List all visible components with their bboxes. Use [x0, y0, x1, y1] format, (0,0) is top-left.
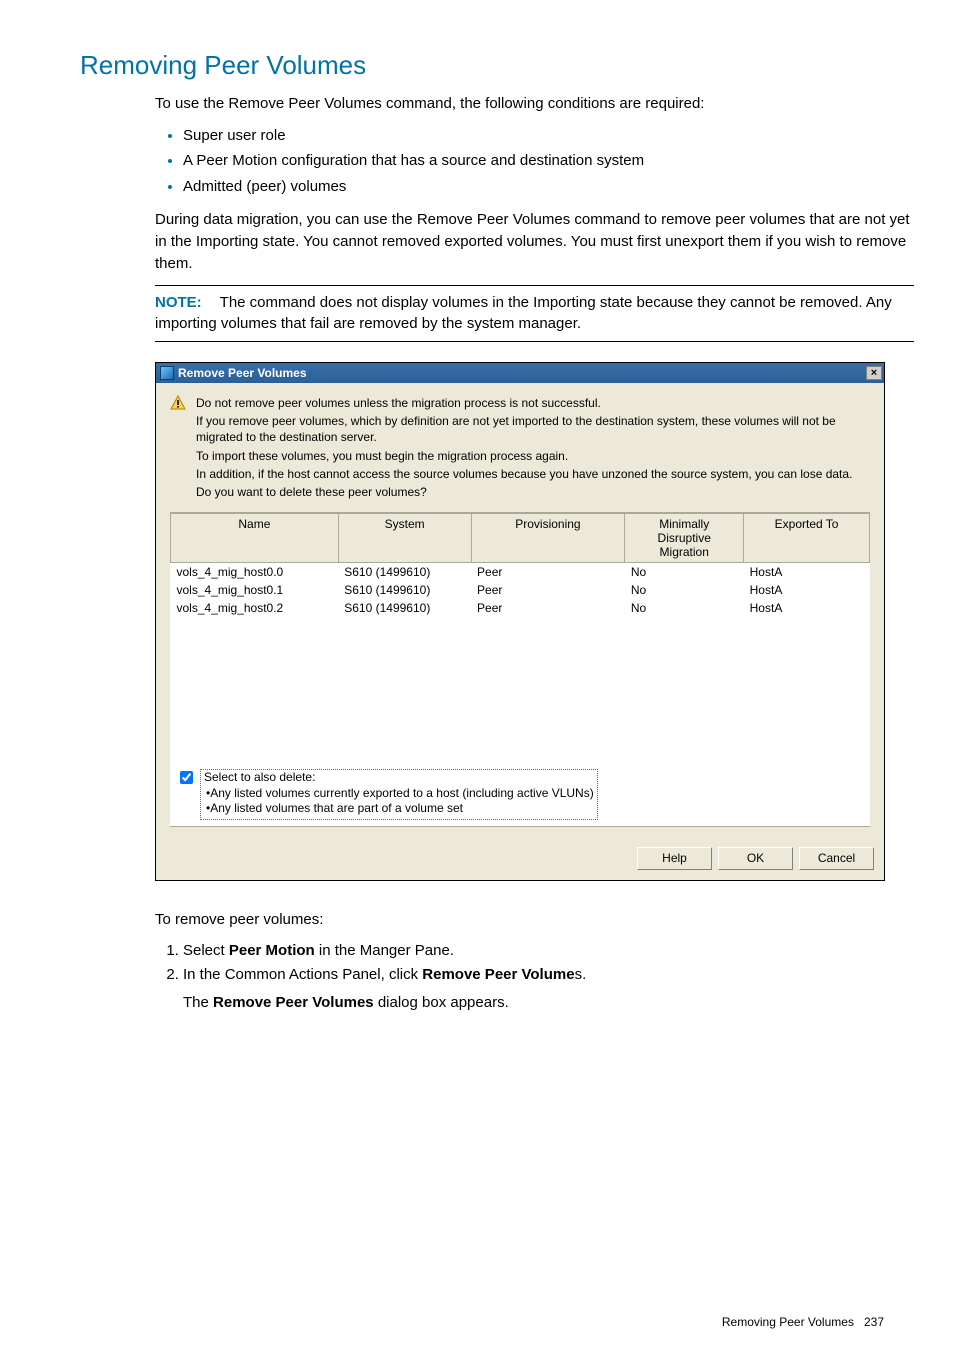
also-delete-text: Select to also delete: •Any listed volum… — [200, 769, 598, 820]
volumes-table: Name System Provisioning Minimally Disru… — [170, 513, 870, 617]
step-item: Select Peer Motion in the Manger Pane. — [183, 939, 914, 963]
table-row[interactable]: vols_4_mig_host0.1 S610 (1499610) Peer N… — [171, 581, 870, 599]
warning-text: Do not remove peer volumes unless the mi… — [196, 395, 870, 502]
confirm-question: Do you want to delete these peer volumes… — [196, 484, 870, 500]
col-name[interactable]: Name — [171, 514, 339, 563]
table-row[interactable]: vols_4_mig_host0.0 S610 (1499610) Peer N… — [171, 563, 870, 582]
steps-list: Select Peer Motion in the Manger Pane. I… — [155, 939, 914, 1015]
also-delete-line1: •Any listed volumes currently exported t… — [204, 786, 594, 802]
cell: vols_4_mig_host0.1 — [171, 581, 339, 599]
note-text: The command does not display volumes in … — [155, 294, 892, 333]
cell: vols_4_mig_host0.0 — [171, 563, 339, 582]
note-label: NOTE: — [155, 294, 220, 311]
volumes-table-wrap: Name System Provisioning Minimally Disru… — [170, 512, 870, 827]
migration-paragraph: During data migration, you can use the R… — [155, 209, 914, 274]
cell: vols_4_mig_host0.2 — [171, 599, 339, 617]
warn-line: To import these volumes, you must begin … — [196, 448, 870, 464]
app-icon — [160, 366, 174, 380]
page-heading: Removing Peer Volumes — [80, 50, 914, 81]
list-item: Admitted (peer) volumes — [183, 174, 914, 200]
cell: No — [625, 581, 744, 599]
also-delete-checkbox[interactable] — [180, 771, 193, 784]
table-row[interactable]: vols_4_mig_host0.2 S610 (1499610) Peer N… — [171, 599, 870, 617]
step-text: dialog box appears. — [374, 994, 509, 1011]
also-delete-line2: •Any listed volumes that are part of a v… — [204, 801, 594, 817]
step-item: In the Common Actions Panel, click Remov… — [183, 963, 914, 1015]
cell: Peer — [471, 581, 625, 599]
warn-line: If you remove peer volumes, which by def… — [196, 413, 870, 445]
warning-icon — [170, 395, 186, 411]
cell: No — [625, 563, 744, 582]
steps-intro: To remove peer volumes: — [155, 909, 914, 931]
note-block: NOTE:The command does not display volume… — [155, 285, 914, 343]
cell: Peer — [471, 563, 625, 582]
help-button[interactable]: Help — [637, 847, 712, 870]
cell: No — [625, 599, 744, 617]
cell: HostA — [744, 581, 870, 599]
col-provisioning[interactable]: Provisioning — [471, 514, 625, 563]
step-text: Select — [183, 942, 229, 959]
footer-title: Removing Peer Volumes — [722, 1315, 854, 1329]
cell: HostA — [744, 599, 870, 617]
step-text: s. — [575, 966, 587, 983]
warn-line: Do not remove peer volumes unless the mi… — [196, 395, 870, 411]
cell: Peer — [471, 599, 625, 617]
footer-page: 237 — [864, 1315, 884, 1329]
step-bold: Peer Motion — [229, 942, 315, 959]
table-empty-space — [170, 617, 870, 767]
list-item: Super user role — [183, 123, 914, 149]
cell: S610 (1499610) — [338, 563, 471, 582]
page-footer: Removing Peer Volumes 237 — [80, 1315, 914, 1329]
remove-peer-volumes-dialog: Remove Peer Volumes × Do not remove peer… — [155, 362, 885, 881]
step-text: in the Manger Pane. — [315, 942, 454, 959]
dialog-titlebar: Remove Peer Volumes × — [156, 363, 884, 383]
ok-button[interactable]: OK — [718, 847, 793, 870]
dialog-button-row: Help OK Cancel — [156, 837, 884, 880]
warn-line: In addition, if the host cannot access t… — [196, 466, 870, 482]
step-bold: Remove Peer Volumes — [213, 994, 374, 1011]
step-text: In the Common Actions Panel, click — [183, 966, 422, 983]
col-exported-to[interactable]: Exported To — [744, 514, 870, 563]
cancel-button[interactable]: Cancel — [799, 847, 874, 870]
step-text: The — [183, 994, 213, 1011]
step-bold: Remove Peer Volume — [422, 966, 574, 983]
cell: HostA — [744, 563, 870, 582]
also-delete-section: Select to also delete: •Any listed volum… — [170, 767, 870, 827]
cell: S610 (1499610) — [338, 581, 471, 599]
cell: S610 (1499610) — [338, 599, 471, 617]
col-system[interactable]: System — [338, 514, 471, 563]
dialog-title: Remove Peer Volumes — [178, 366, 307, 380]
close-button[interactable]: × — [866, 366, 882, 380]
list-item: A Peer Motion configuration that has a s… — [183, 148, 914, 174]
also-delete-label: Select to also delete: — [204, 770, 594, 786]
intro-paragraph: To use the Remove Peer Volumes command, … — [155, 93, 914, 115]
col-min-disruptive[interactable]: Minimally Disruptive Migration — [625, 514, 744, 563]
requirements-list: Super user role A Peer Motion configurat… — [155, 123, 914, 200]
